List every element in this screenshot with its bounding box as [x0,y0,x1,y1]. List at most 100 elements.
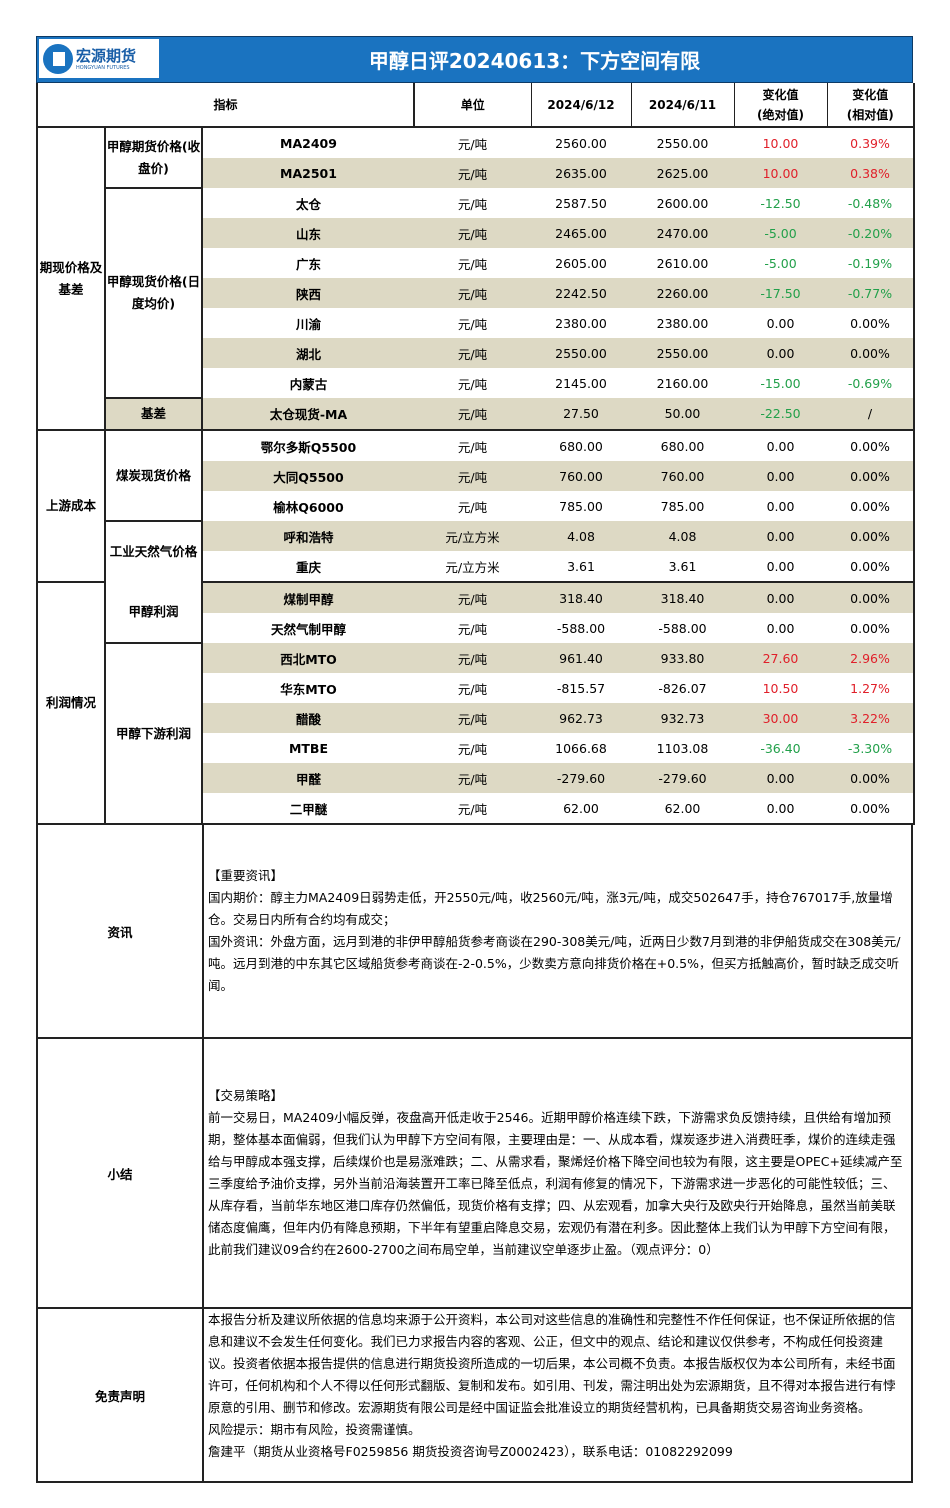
disclaimer-section: 免责声明 本报告分析及建议所依据的信息均来源于公开资料，本公司对这些信息的准确性… [36,1309,913,1483]
disclaimer-label: 免责声明 [38,1309,204,1481]
item-name: 内蒙古 [289,376,328,392]
change-abs: 30.00 [734,703,827,733]
change-abs: -17.50 [734,278,827,308]
unit: 元/吨 [457,196,488,212]
value-previous: 1103.08 [656,740,709,756]
logo-sub: HONGYUAN FUTURES [76,64,130,71]
table-row: 山东 元/吨 2465.00 2470.00 -5.00 -0.20% [37,218,914,248]
change-rel: 0.00% [827,338,914,368]
change-rel: 0.00% [827,461,914,491]
change-rel: -0.77% [827,278,914,308]
unit: 元/吨 [414,461,531,491]
item-name: MA2409 [280,135,337,151]
value-current: 962.73 [531,703,631,733]
value-previous: 2160.00 [656,375,709,391]
unit: 元/吨 [457,439,488,455]
value-previous: 62.00 [631,793,734,825]
unit: 元/吨 [414,793,531,825]
table-row: 天然气制甲醇 元/吨 -588.00 -588.00 0.00 0.00% [37,613,914,643]
table-row: MA2501 元/吨 2635.00 2625.00 10.00 0.38% [37,158,914,188]
unit: 元/吨 [457,136,488,152]
change-abs: 0.00 [734,521,827,551]
value-previous: 932.73 [631,703,734,733]
table-row: 陕西 元/吨 2242.50 2260.00 -17.50 -0.77% [37,278,914,308]
value-previous: 318.40 [631,582,734,613]
table-row: 内蒙古 元/吨 2145.00 2160.00 -15.00 -0.69% [37,368,914,398]
item-name: 川渝 [295,316,321,332]
unit: 元/吨 [414,278,531,308]
value-current: 27.50 [531,398,631,431]
value-current: 785.00 [559,498,603,514]
title-banner: 宏源期货 HONGYUAN FUTURES 甲醇日评20240613：下方空间有限 [36,36,913,83]
header-rel-change: 变化值 (相对值) [827,83,914,128]
unit: 元/吨 [414,582,531,613]
item-name: 醋酸 [202,703,414,733]
change-abs: 10.00 [762,135,799,151]
change-abs: 27.60 [734,643,827,673]
subgroup-label: 基差 [105,398,203,431]
table-header: 指标 单位 2024/6/12 2024/6/11 变化值 (绝对值) 变化值 … [37,83,914,128]
change-rel: 0.00% [850,438,890,454]
unit: 元/吨 [414,338,531,368]
item-name: MA2501 [202,158,414,188]
value-current: 2587.50 [555,195,607,211]
change-rel: 0.00% [850,620,890,636]
news-section: 资讯 【重要资讯】 国内期价：醇主力MA2409日弱势走低，开2550元/吨，收… [36,825,913,1039]
change-abs: -12.50 [760,195,801,211]
subgroup-label: 甲醇现货价格(日度均价) [105,188,203,399]
value-previous: 2610.00 [656,255,709,271]
value-current: 3.61 [531,551,631,583]
data-table: 指标 单位 2024/6/12 2024/6/11 变化值 (绝对值) 变化值 … [36,83,915,825]
value-current: 62.00 [531,793,631,825]
value-current: 2560.00 [555,135,607,151]
unit: 元/立方米 [414,551,531,583]
value-current: 2635.00 [531,158,631,188]
table-row: 榆林Q6000 元/吨 785.00 785.00 0.00 0.00% [37,491,914,521]
change-rel: -0.48% [847,195,893,211]
table-row: 利润情况 甲醇利润 煤制甲醇 元/吨 318.40 318.40 0.00 0.00% [36,582,914,825]
item-name: 鄂尔多斯Q5500 [260,439,357,455]
value-previous: 3.61 [631,551,734,583]
unit: 元/吨 [457,681,488,697]
disclaimer-body: 本报告分析及建议所依据的信息均来源于公开资料，本公司对这些信息的准确性和完整性不… [204,1309,911,1481]
change-rel: 0.00% [850,498,890,514]
value-previous: 785.00 [660,498,705,514]
subgroup-label: 甲醇期货价格(收盘价) [105,127,203,189]
summary-body: 【交易策略】 前一交易日，MA2409小幅反弹，夜盘高开低走收于2546。近期甲… [204,1039,911,1307]
value-current: 318.40 [531,582,631,613]
value-previous: -826.07 [658,680,707,696]
value-current: 680.00 [559,438,603,454]
value-previous: 2625.00 [631,158,734,188]
change-rel: 2.96% [827,643,914,673]
unit: 元/吨 [414,643,531,673]
value-current: 4.08 [531,521,631,551]
value-current: 961.40 [531,643,631,673]
unit: 元/吨 [457,316,488,332]
table-row: 基差 太仓现货-MA 元/吨 27.50 50.00 -22.50/ [37,398,914,431]
summary-text: 前一交易日，MA2409小幅反弹，夜盘高开低走收于2546。近期甲醇价格连续下跌… [208,1110,903,1257]
change-rel: 0.39% [850,135,890,151]
value-previous: 50.00 [631,398,734,431]
table-row: 华东MTO 元/吨 -815.57 -826.07 10.50 1.27% [37,673,914,703]
header-abs-change: 变化值 (绝对值) [734,83,828,128]
logo-icon [43,43,73,74]
change-rel: 0.00% [827,793,914,825]
value-previous: 760.00 [631,461,734,491]
item-name: 重庆 [202,551,414,583]
summary-section: 小结 【交易策略】 前一交易日，MA2409小幅反弹，夜盘高开低走收于2546。… [36,1039,913,1309]
change-rel: 0.00% [827,763,914,793]
subgroup-label: 甲醇下游利润 [105,643,203,824]
change-abs: 0.00 [734,461,827,491]
item-name: 榆林Q6000 [273,499,344,515]
change-rel: 0.00% [827,582,914,613]
header-indicator: 指标 [37,83,415,128]
value-current: -279.60 [531,763,631,793]
item-name: 甲醛 [202,763,414,793]
value-previous: 2550.00 [631,338,734,368]
value-current: -815.57 [556,680,606,696]
table-row: 工业天然气价格 呼和浩特 元/立方米 4.08 4.08 0.00 0.00% [37,521,914,582]
change-rel: -0.69% [847,375,893,391]
change-abs: 10.50 [762,680,799,696]
value-current: 2605.00 [555,255,607,271]
